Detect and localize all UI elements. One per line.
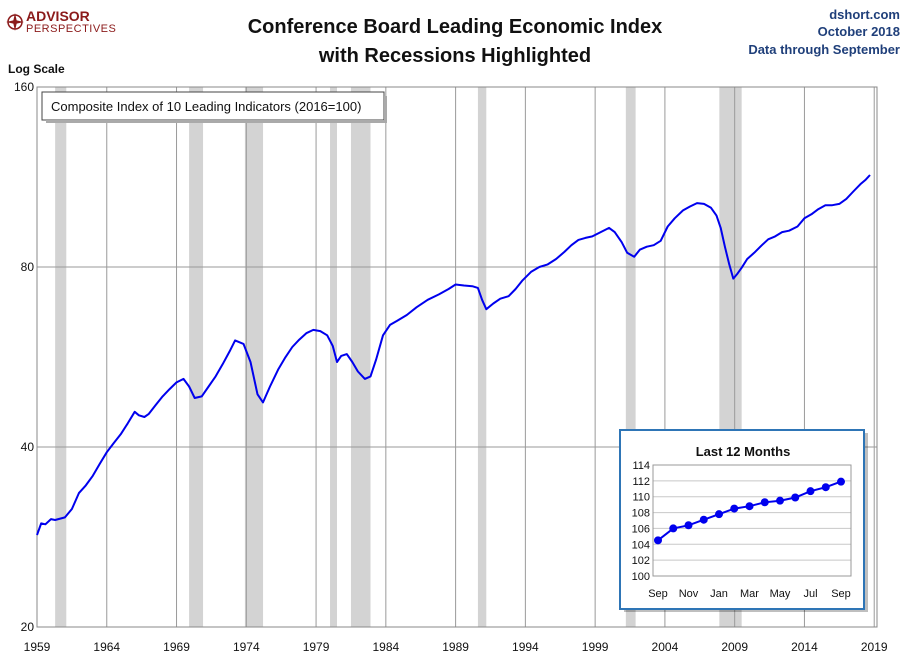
x-tick-label: 1999 [582, 640, 609, 654]
series-line-leading-index [36, 174, 871, 536]
inset-x-tick-label: Sep [648, 588, 668, 600]
x-tick-labels: 1959 1964 1969 1974 1979 1984 1989 1994 1999 2004… [24, 640, 888, 654]
logo-line-1: ADVISOR [26, 8, 90, 24]
inset-data-point [745, 502, 754, 511]
inset-frame [619, 429, 865, 610]
x-tick-label: 1959 [24, 640, 51, 654]
inset-x-tick-labels: Sep Nov Jan Mar May Jul Sep [648, 588, 851, 600]
inset-y-tick-label: 106 [632, 523, 650, 535]
inset-x-tick-label: Mar [740, 588, 759, 600]
inset-y-tick-label: 114 [632, 460, 650, 472]
recession-band-3 [244, 87, 264, 627]
legend: Composite Index of 10 Leading Indicators… [41, 91, 387, 123]
x-tick-label: 1979 [303, 640, 330, 654]
y-tick-label: 20 [21, 620, 35, 634]
inset-data-point [730, 504, 739, 513]
inset-title: Last 12 Months [696, 444, 791, 459]
inset-data-point [821, 483, 830, 492]
inset-series-points [654, 477, 845, 545]
inset-data-point [699, 515, 708, 524]
logo-line-2: PERSPECTIVES [26, 23, 116, 35]
x-tick-label: 2004 [652, 640, 679, 654]
y-tick-label: 80 [21, 260, 35, 274]
y-tick-label: 160 [14, 80, 34, 94]
source-note: Data through September [748, 42, 900, 57]
inset-y-tick-label: 110 [632, 492, 650, 504]
recession-band-2 [189, 87, 204, 627]
x-tick-label: 1994 [512, 640, 539, 654]
inset-y-tick-label: 100 [632, 571, 650, 583]
inset-y-tick-label: 112 [632, 476, 650, 488]
x-tick-label: 2014 [791, 640, 818, 654]
inset-data-point [654, 536, 662, 545]
legend-label: Composite Index of 10 Leading Indicators… [51, 99, 361, 114]
inset-data-point [669, 524, 678, 533]
x-tick-label: 1989 [442, 640, 469, 654]
inset-data-point [806, 487, 815, 496]
inset-data-point [760, 498, 769, 507]
recession-band-6 [477, 87, 487, 627]
inset-data-point [684, 521, 693, 530]
x-tick-label: 2019 [861, 640, 888, 654]
inset-x-tick-label: Jan [710, 588, 728, 600]
recession-band-7 [625, 87, 636, 627]
legend-shadow-bottom [46, 120, 387, 123]
recession-bands [55, 87, 742, 627]
x-tick-label: 1984 [372, 640, 399, 654]
inset-y-tick-labels: 100 102 104 106 108 110 112 114 [632, 460, 650, 583]
inset-x-tick-label: Jul [803, 588, 817, 600]
inset-data-point [791, 493, 800, 502]
inset-x-tick-label: Nov [679, 588, 699, 600]
inset-last-12-months: Last 12 Months 100102104106108110112114 … [619, 429, 868, 612]
inset-data-point [715, 510, 723, 519]
inset-x-tick-label: Sep [831, 588, 851, 600]
source-site: dshort.com [829, 7, 900, 22]
chart-title-line-1: Conference Board Leading Economic Index [248, 16, 663, 38]
x-tick-label: 1964 [93, 640, 120, 654]
y-tick-label: 40 [21, 440, 35, 454]
plot-frame [36, 86, 878, 628]
y-tick-labels: 20 40 80 160 [14, 80, 34, 634]
inset-y-tick-label: 104 [632, 539, 650, 551]
advisor-perspectives-logo: ADVISOR PERSPECTIVES [6, 8, 116, 35]
inset-y-tick-label: 108 [632, 508, 650, 520]
compass-icon [6, 13, 24, 31]
legend-shadow-right [384, 96, 387, 122]
inset-data-point [837, 477, 845, 486]
inset-x-tick-label: May [770, 588, 791, 600]
inset-data-point [776, 496, 784, 505]
source-date: October 2018 [818, 24, 900, 39]
recession-band-5 [350, 87, 371, 627]
inset-plot-frame [652, 464, 852, 577]
x-tick-label: 2009 [721, 640, 748, 654]
y-axis-label: Log Scale [8, 62, 65, 76]
x-tick-label: 1974 [233, 640, 260, 654]
inset-y-tick-label: 102 [632, 555, 650, 567]
x-tick-label: 1969 [163, 640, 190, 654]
recession-band-4 [330, 87, 337, 627]
recession-band-1 [55, 87, 67, 627]
chart-title-line-2: with Recessions Highlighted [318, 45, 591, 67]
